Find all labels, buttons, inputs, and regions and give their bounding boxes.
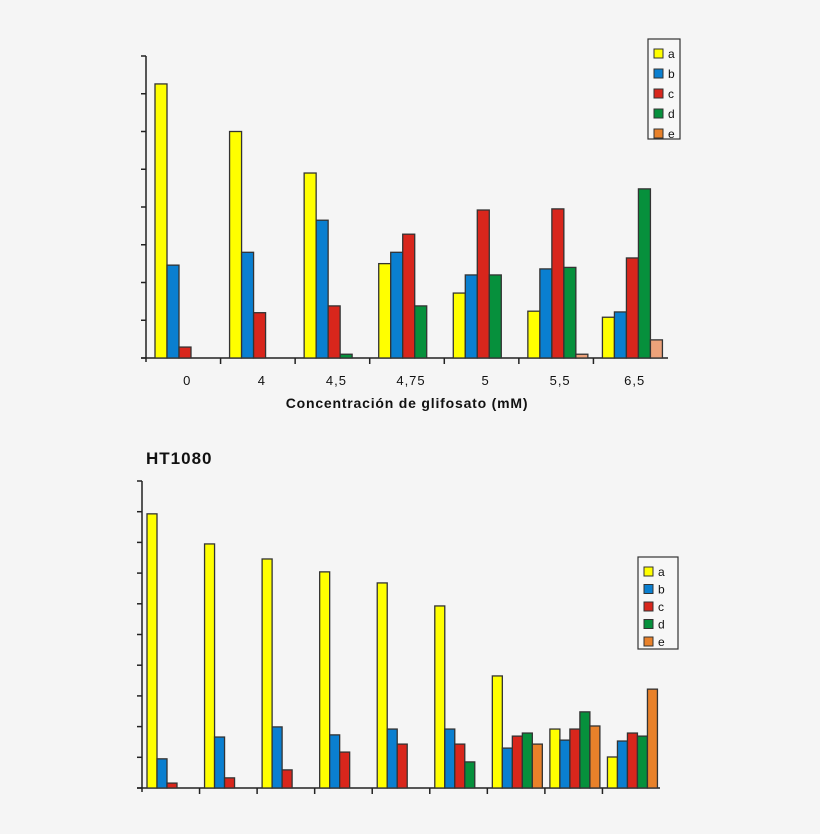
bar-a bbox=[261, 558, 273, 789]
legend-swatch-a bbox=[643, 566, 654, 577]
bar-c bbox=[626, 732, 639, 789]
bar-e bbox=[589, 725, 601, 789]
x-tick-label: 4,75 bbox=[396, 373, 425, 388]
bar-c bbox=[396, 743, 408, 789]
bar-a bbox=[606, 756, 619, 789]
bar-c bbox=[223, 777, 236, 789]
legend-swatch-d bbox=[653, 108, 664, 119]
legend-swatch-b bbox=[653, 68, 664, 79]
bar-c bbox=[511, 735, 523, 789]
bar-d bbox=[521, 732, 533, 789]
bar-b bbox=[559, 739, 571, 789]
legend-swatch-c bbox=[643, 601, 654, 612]
bar-a bbox=[452, 292, 466, 359]
bar-a bbox=[527, 310, 541, 359]
bar-b bbox=[464, 274, 478, 359]
legend-label-a: a bbox=[658, 565, 665, 579]
bar-b bbox=[315, 219, 329, 359]
bar-b bbox=[390, 251, 404, 359]
x-tick-label: 5 bbox=[481, 373, 489, 388]
bar-b bbox=[613, 311, 628, 359]
legend-label-c: c bbox=[658, 600, 664, 614]
bar-b bbox=[271, 726, 283, 789]
legend-label-d: d bbox=[668, 107, 675, 121]
bar-a bbox=[378, 262, 392, 359]
bar-b bbox=[501, 747, 513, 789]
bar-c bbox=[178, 346, 192, 359]
bar-c bbox=[327, 305, 341, 359]
legend-label-e: e bbox=[658, 635, 665, 649]
bar-c bbox=[476, 209, 490, 359]
bar-c bbox=[551, 208, 565, 359]
bar-a bbox=[154, 83, 168, 359]
bar-b bbox=[156, 758, 168, 789]
legend-label-e: e bbox=[668, 127, 675, 141]
legend-label-c: c bbox=[668, 87, 674, 101]
bar-b bbox=[213, 736, 226, 789]
legend-label-b: b bbox=[668, 67, 675, 81]
bar-d bbox=[488, 274, 502, 359]
legend-swatch-a bbox=[653, 48, 664, 59]
bar-a bbox=[601, 316, 616, 359]
bar-b bbox=[240, 251, 255, 359]
chart-title: HT1080 bbox=[146, 449, 212, 468]
x-axis-title: Concentración de glifosato (mM) bbox=[286, 395, 529, 411]
bar-a bbox=[376, 582, 388, 789]
bar-d bbox=[464, 761, 476, 789]
bar-d bbox=[637, 188, 652, 359]
bar-a bbox=[203, 543, 216, 789]
bar-a bbox=[319, 571, 331, 789]
legend-swatch-e bbox=[643, 636, 654, 647]
bar-c bbox=[569, 728, 581, 789]
bar-a bbox=[303, 172, 317, 359]
bar-c bbox=[402, 233, 416, 359]
bar-c bbox=[252, 312, 267, 359]
bar-a bbox=[491, 675, 503, 789]
bar-a bbox=[549, 728, 561, 789]
bar-b bbox=[539, 268, 553, 359]
bar-c bbox=[625, 257, 640, 359]
legend-box bbox=[647, 38, 681, 140]
x-tick-label: 5,5 bbox=[550, 373, 571, 388]
x-tick-label: 4 bbox=[258, 373, 266, 388]
bar-e bbox=[649, 339, 664, 359]
bar-e bbox=[575, 353, 589, 359]
legend-label-a: a bbox=[668, 47, 675, 61]
bar-d bbox=[339, 353, 353, 359]
legend-swatch-d bbox=[643, 619, 654, 629]
bar-c bbox=[339, 751, 351, 789]
legend-swatch-b bbox=[643, 584, 654, 594]
bar-b bbox=[444, 728, 456, 789]
bar-e bbox=[531, 743, 543, 789]
bar-b bbox=[386, 728, 398, 789]
bar-d bbox=[636, 735, 649, 789]
bar-a bbox=[146, 513, 158, 789]
bar-c bbox=[281, 769, 293, 789]
x-tick-label: 4,5 bbox=[326, 373, 347, 388]
bar-c bbox=[166, 782, 178, 789]
bar-c bbox=[454, 743, 466, 789]
bar-a bbox=[228, 130, 243, 359]
x-tick-label: 6,5 bbox=[624, 373, 645, 388]
bar-b bbox=[166, 264, 180, 359]
legend-swatch-e bbox=[653, 128, 664, 139]
legend-swatch-c bbox=[653, 88, 664, 99]
bar-d bbox=[563, 266, 577, 359]
legend-label-d: d bbox=[658, 618, 665, 632]
bar-a bbox=[434, 605, 446, 789]
bar-e bbox=[646, 688, 659, 789]
x-tick-label: 0 bbox=[183, 373, 191, 388]
bar-d bbox=[579, 711, 591, 789]
bar-d bbox=[414, 305, 428, 359]
bar-b bbox=[616, 740, 629, 789]
legend-label-b: b bbox=[658, 583, 665, 597]
bar-b bbox=[329, 734, 341, 789]
